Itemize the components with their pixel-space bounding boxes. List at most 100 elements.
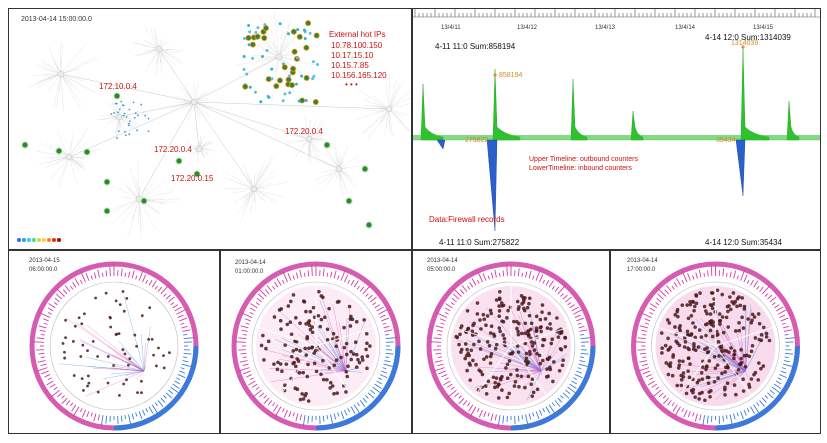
graph-hot-node [103,207,111,215]
radial-tick [649,307,656,312]
radial-tick [703,272,705,277]
graph-edge [60,68,81,75]
radial-tick [381,370,388,374]
graph-hot-node [345,197,353,205]
hot-ip-1: 10.78.100.150 [331,41,383,50]
radial-sector-divider [658,326,716,347]
radial-node [732,356,736,361]
graph-edge [253,155,273,190]
graph-edge [193,101,210,117]
radial-node [668,345,673,350]
radial-tick [560,293,564,297]
radial-tick [42,318,49,322]
radial-node [264,346,268,351]
radial-link [501,343,542,372]
radial-node [122,382,125,386]
radial-node [666,372,671,377]
radial-tick [487,275,490,280]
graph-hub-node [250,185,258,193]
radial-panel-3: 2013-04-14 05:00:00.0 [412,250,610,434]
radial-tick [694,413,698,422]
radial-node [311,305,316,310]
radial-tick [160,397,166,403]
radial-tick [344,274,349,283]
radial-node [732,349,737,353]
graph-edge [133,42,160,50]
radial-node [335,391,340,395]
radial-node [741,326,746,330]
radial-node [739,348,743,352]
graph-node [287,74,291,78]
radial-tick [383,325,390,329]
graph-node [308,31,312,35]
radial-tick [435,352,442,355]
radial-node [759,366,763,371]
radial-tick [471,278,477,286]
radial-node [507,359,512,363]
radial-node [659,331,664,335]
radial-tick [771,302,776,306]
graph-edge [51,156,70,180]
graph-node [297,99,301,103]
graph-node [247,43,251,47]
radial-node [354,352,359,357]
radial-tick [733,413,736,420]
radial-tick [50,383,56,388]
radial-node [86,384,89,388]
radial-tick [57,392,63,398]
radial-node [505,395,510,400]
radial-node [515,326,519,331]
graph-edge [388,108,404,124]
radial-node [150,337,154,341]
radial-node [157,346,160,350]
radial-tick [39,329,46,332]
graph-node [283,92,287,96]
radial-node [339,355,343,360]
radial-node [726,325,730,329]
graph-edge [193,81,200,103]
graph-edge [158,48,179,53]
inbound-right-label: 4-14 12:0 Sum:35434 [705,238,782,247]
radial-tick [528,270,532,279]
radial-node [498,329,502,334]
radial-tick [750,279,754,286]
radial-node [354,365,359,369]
outbound-peak-left-label: 4-11 11:0 Sum:858194 [435,42,516,51]
radial-tick [97,414,100,421]
radial-tick [671,285,675,290]
graph-edge [293,138,310,154]
graph-edge [37,64,62,75]
radial-node [542,337,547,342]
radial-outer-ring-blue [715,345,800,431]
radial-link [319,326,347,372]
radial-tick [61,397,68,405]
graph-edge [388,96,405,110]
graph-edge [308,119,310,140]
graph-edge [222,187,255,190]
radial-node [349,349,353,354]
radial-sector-divider [715,326,773,347]
radial-node [162,354,165,357]
radial-node [477,339,481,344]
graph-edge [193,101,340,170]
radial-tick [557,397,563,403]
graph-edge [68,133,86,158]
radial-tick [784,333,789,336]
graph-edge [158,48,195,103]
radial-node [123,352,127,356]
radial-tick [733,270,737,279]
radial-tick [85,273,90,281]
radial-tick [759,400,765,407]
graph-hub-node [305,135,313,143]
radial-tick [656,297,662,303]
radial-node [154,364,158,368]
radial-diagram-4 [631,261,800,431]
graph-edge [278,31,288,58]
radial-tick [267,400,273,406]
radial-tick [303,272,306,277]
graph-hot-node [113,92,121,100]
radial-tick [252,383,258,388]
radial-node [749,320,754,325]
radial-tick [282,408,285,413]
radial-node [723,370,727,374]
